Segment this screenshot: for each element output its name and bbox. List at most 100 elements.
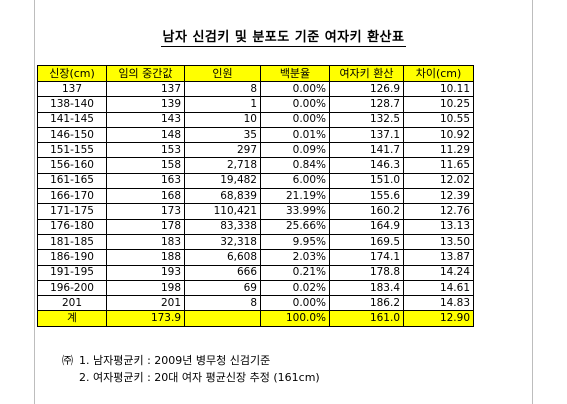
footnote-2-text: 2. 여자평균키 : 20대 여자 평균신장 추정 (161cm) bbox=[79, 371, 320, 384]
table-row: 181-185 183 32,318 9.95% 169.5 13.50 bbox=[37, 233, 474, 251]
cell-height-range: 186-190 bbox=[37, 249, 107, 266]
cell-female-height: 186.2 bbox=[329, 295, 404, 312]
cell-difference: 13.13 bbox=[403, 218, 474, 235]
page-left-border bbox=[34, 0, 35, 404]
cell-percent: 0.00% bbox=[260, 111, 330, 128]
table-row: 156-160 158 2,718 0.84% 146.3 11.65 bbox=[37, 157, 474, 174]
cell-height-range: 191-195 bbox=[37, 264, 107, 281]
table-row: 137 137 8 0.00% 126.9 10.11 bbox=[37, 80, 474, 98]
cell-height-range: 201 bbox=[37, 295, 107, 312]
cell-count: 35 bbox=[184, 126, 261, 144]
cell-female-height: 151.0 bbox=[329, 172, 404, 190]
cell-count: 68,839 bbox=[184, 188, 261, 205]
cell-percent: 0.09% bbox=[260, 142, 330, 159]
cell-count: 8 bbox=[184, 295, 261, 312]
header-difference: 차이(cm) bbox=[403, 65, 474, 82]
cell-percent: 6.00% bbox=[260, 172, 330, 190]
cell-difference: 11.29 bbox=[403, 142, 474, 159]
cell-difference: 12.76 bbox=[403, 203, 474, 220]
table-row: 151-155 153 297 0.09% 141.7 11.29 bbox=[37, 142, 474, 159]
cell-count: 1 bbox=[184, 96, 261, 113]
cell-difference: 11.65 bbox=[403, 157, 474, 174]
cell-percent: 0.21% bbox=[260, 264, 330, 281]
cell-height-range: 141-145 bbox=[37, 111, 107, 128]
footnote-1: ㈜ 1. 남자평균키 : 2009년 병무청 신검기준 bbox=[62, 352, 320, 369]
cell-height-range: 166-170 bbox=[37, 188, 107, 205]
cell-percent: 0.00% bbox=[260, 96, 330, 113]
cell-height-range: 138-140 bbox=[37, 96, 107, 113]
table-row: 138-140 139 1 0.00% 128.7 10.25 bbox=[37, 96, 474, 113]
cell-percent: 0.01% bbox=[260, 126, 330, 144]
cell-difference: 10.55 bbox=[403, 111, 474, 128]
total-label: 계 bbox=[37, 310, 107, 327]
cell-midpoint: 201 bbox=[106, 295, 185, 312]
cell-midpoint: 153 bbox=[106, 142, 185, 159]
cell-difference: 12.39 bbox=[403, 188, 474, 205]
total-midpoint: 173.9 bbox=[106, 310, 185, 327]
cell-midpoint: 168 bbox=[106, 188, 185, 205]
cell-difference: 13.87 bbox=[403, 249, 474, 266]
cell-difference: 13.50 bbox=[403, 233, 474, 251]
cell-female-height: 128.7 bbox=[329, 96, 404, 113]
cell-difference: 12.02 bbox=[403, 172, 474, 190]
cell-height-range: 196-200 bbox=[37, 279, 107, 297]
cell-female-height: 183.4 bbox=[329, 279, 404, 297]
cell-female-height: 146.3 bbox=[329, 157, 404, 174]
cell-midpoint: 158 bbox=[106, 157, 185, 174]
cell-female-height: 169.5 bbox=[329, 233, 404, 251]
cell-percent: 0.00% bbox=[260, 295, 330, 312]
cell-midpoint: 183 bbox=[106, 233, 185, 251]
cell-percent: 33.99% bbox=[260, 203, 330, 220]
footnote-1-text: 1. 남자평균키 : 2009년 병무청 신검기준 bbox=[79, 354, 271, 367]
height-conversion-table: 신장(cm) 임의 중간값 인원 백분율 여자키 환산 차이(cm) 137 13… bbox=[37, 65, 474, 327]
table-title: 남자 신검키 및 분포도 기준 여자키 환산표 bbox=[160, 30, 407, 47]
cell-count: 6,608 bbox=[184, 249, 261, 266]
cell-difference: 10.25 bbox=[403, 96, 474, 113]
table-row: 166-170 168 68,839 21.19% 155.6 12.39 bbox=[37, 188, 474, 205]
table-row: 201 201 8 0.00% 186.2 14.83 bbox=[37, 295, 474, 312]
table-row: 141-145 143 10 0.00% 132.5 10.55 bbox=[37, 111, 474, 128]
cell-midpoint: 143 bbox=[106, 111, 185, 128]
cell-midpoint: 163 bbox=[106, 172, 185, 190]
total-percent: 100.0% bbox=[260, 310, 330, 327]
cell-female-height: 141.7 bbox=[329, 142, 404, 159]
table-row: 176-180 178 83,338 25.66% 164.9 13.13 bbox=[37, 218, 474, 235]
header-row: 신장(cm) 임의 중간값 인원 백분율 여자키 환산 차이(cm) bbox=[37, 65, 474, 82]
table-row: 161-165 163 19,482 6.00% 151.0 12.02 bbox=[37, 172, 474, 190]
cell-count: 297 bbox=[184, 142, 261, 159]
table-row: 171-175 173 110,421 33.99% 160.2 12.76 bbox=[37, 203, 474, 220]
cell-count: 110,421 bbox=[184, 203, 261, 220]
cell-height-range: 161-165 bbox=[37, 172, 107, 190]
cell-count: 83,338 bbox=[184, 218, 261, 235]
cell-height-range: 156-160 bbox=[37, 157, 107, 174]
cell-height-range: 181-185 bbox=[37, 233, 107, 251]
cell-count: 10 bbox=[184, 111, 261, 128]
table-row: 191-195 193 666 0.21% 178.8 14.24 bbox=[37, 264, 474, 281]
cell-count: 666 bbox=[184, 264, 261, 281]
cell-percent: 0.00% bbox=[260, 80, 330, 98]
cell-height-range: 137 bbox=[37, 80, 107, 98]
total-count bbox=[184, 310, 261, 327]
total-difference: 12.90 bbox=[403, 310, 474, 327]
cell-difference: 14.61 bbox=[403, 279, 474, 297]
cell-count: 32,318 bbox=[184, 233, 261, 251]
cell-female-height: 126.9 bbox=[329, 80, 404, 98]
cell-difference: 14.83 bbox=[403, 295, 474, 312]
cell-female-height: 164.9 bbox=[329, 218, 404, 235]
cell-difference: 10.11 bbox=[403, 80, 474, 98]
cell-midpoint: 198 bbox=[106, 279, 185, 297]
cell-midpoint: 173 bbox=[106, 203, 185, 220]
table-row: 196-200 198 69 0.02% 183.4 14.61 bbox=[37, 279, 474, 297]
header-height-range: 신장(cm) bbox=[37, 65, 107, 82]
cell-midpoint: 193 bbox=[106, 264, 185, 281]
cell-percent: 25.66% bbox=[260, 218, 330, 235]
header-midpoint: 임의 중간값 bbox=[106, 65, 185, 82]
cell-height-range: 171-175 bbox=[37, 203, 107, 220]
header-female-height: 여자키 환산 bbox=[329, 65, 404, 82]
cell-female-height: 155.6 bbox=[329, 188, 404, 205]
footnotes: ㈜ 1. 남자평균키 : 2009년 병무청 신검기준 2. 여자평균키 : 20… bbox=[62, 352, 320, 386]
footnote-mark: ㈜ bbox=[62, 354, 73, 367]
cell-count: 2,718 bbox=[184, 157, 261, 174]
cell-percent: 21.19% bbox=[260, 188, 330, 205]
cell-female-height: 137.1 bbox=[329, 126, 404, 144]
